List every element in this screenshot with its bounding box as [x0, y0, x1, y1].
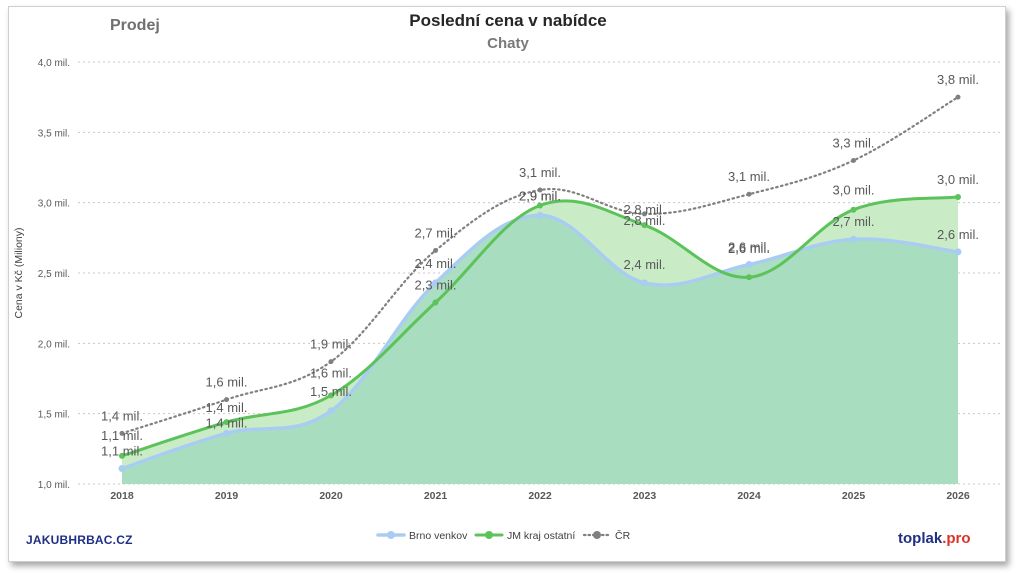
data-point-cr	[851, 157, 856, 163]
data-label-brno-venkov: 2,9 mil.	[519, 188, 561, 203]
x-tick-label: 2022	[528, 490, 552, 502]
brand-main: toplak	[898, 530, 943, 547]
y-tick-label: 4,0 mil.	[38, 58, 70, 69]
brand-suffix: .pro	[942, 530, 971, 547]
data-point-jm-kraj-ostatni	[850, 206, 857, 213]
data-point-jm-kraj-ostatni	[641, 222, 648, 229]
data-label-cr: 1,4 mil.	[101, 408, 143, 423]
data-point-brno-venkov	[118, 465, 126, 473]
series-line-brno-venkov	[121, 213, 959, 471]
data-point-brno-venkov	[954, 248, 962, 256]
data-point-jm-kraj-ostatni	[223, 419, 230, 426]
data-label-cr: 3,8 mil.	[937, 72, 979, 87]
data-point-brno-venkov	[223, 429, 230, 437]
chart-title: Poslední cena v nabídce	[409, 11, 607, 30]
y-tick-label: 2,5 mil.	[38, 269, 70, 280]
data-point-jm-kraj-ostatni	[955, 194, 961, 201]
data-label-brno-venkov: 1,5 mil.	[310, 384, 352, 399]
data-point-jm-kraj-ostatni	[537, 202, 543, 209]
footer-website: JAKUBHRBAC.CZ	[26, 533, 133, 547]
data-label-jm-kraj-ostatni: 3,0 mil.	[833, 183, 875, 198]
data-label-brno-venkov: 2,6 mil.	[937, 227, 979, 242]
data-point-cr	[328, 359, 334, 365]
data-label-brno-venkov: 2,6 mil.	[728, 240, 770, 255]
brand-logo: toplak.pro	[898, 530, 971, 547]
data-point-brno-venkov	[641, 279, 648, 287]
data-point-cr	[224, 397, 229, 403]
data-point-cr	[642, 211, 647, 217]
data-point-cr	[537, 187, 543, 193]
axis-layer: 1,0 mil. 1,5 mil. 2,0 mil. 2,5 mil. 3,0 mil.…	[13, 58, 970, 502]
data-label-jm-kraj-ostatni: 1,1 mil.	[101, 428, 143, 443]
label-layer: 1,1 mil. 1,4 mil. 1,5 mil. 2,4 mil. 2,9 mil.…	[101, 72, 979, 458]
chart-subtitle: Chaty	[487, 35, 529, 52]
data-label-brno-venkov: 2,4 mil.	[415, 256, 457, 271]
data-label-brno-venkov: 2,4 mil.	[624, 257, 666, 272]
data-point-brno-venkov	[745, 261, 753, 269]
legend-item-cr-label: ČR	[615, 529, 631, 542]
data-point-cr	[746, 191, 752, 197]
data-point-brno-venkov	[432, 279, 439, 287]
data-point-brno-venkov	[850, 235, 857, 243]
x-tick-label: 2025	[842, 490, 866, 502]
data-label-jm-kraj-ostatni: 1,4 mil.	[206, 400, 248, 415]
data-label-cr: 1,6 mil.	[206, 375, 248, 390]
legend: Brno venkov JM kraj ostatní ČR	[376, 529, 631, 542]
y-tick-label: 1,0 mil.	[38, 480, 70, 491]
x-tick-label: 2020	[319, 490, 343, 502]
x-tick-label: 2019	[215, 490, 239, 502]
data-label-jm-kraj-ostatni: 2,8 mil.	[624, 213, 666, 228]
x-tick-label: 2024	[737, 490, 761, 502]
data-label-cr: 1,9 mil.	[310, 337, 352, 352]
data-label-cr: 3,1 mil.	[519, 165, 561, 180]
legend-item-jm-kraj-ostatni-label: JM kraj ostatní	[507, 530, 575, 542]
y-axis-label: Cena v Kč (Miliony)	[13, 227, 25, 318]
data-label-jm-kraj-ostatni: 3,0 mil.	[937, 172, 979, 187]
brno-area-fill	[122, 215, 958, 484]
legend-item-brno-venkov-label: Brno venkov	[409, 530, 468, 542]
data-point-jm-kraj-ostatni	[746, 274, 752, 281]
corner-label: Prodej	[110, 17, 160, 34]
x-tick-label: 2023	[633, 490, 657, 502]
data-point-brno-venkov	[327, 407, 335, 415]
data-label-brno-venkov: 2,7 mil.	[833, 214, 875, 229]
data-label-cr: 2,8 mil.	[624, 202, 666, 217]
y-tick-label: 3,5 mil.	[38, 128, 70, 139]
data-point-brno-venkov	[536, 211, 544, 219]
data-label-cr: 3,3 mil.	[833, 135, 875, 150]
data-label-brno-venkov: 1,1 mil.	[101, 444, 143, 459]
y-tick-label: 2,0 mil.	[38, 339, 70, 350]
x-tick-label: 2026	[946, 490, 970, 502]
legend-item-cr-marker	[593, 531, 601, 539]
data-point-cr	[119, 430, 125, 436]
data-label-brno-venkov: 1,4 mil.	[206, 415, 248, 430]
data-point-jm-kraj-ostatni	[328, 392, 334, 399]
data-point-cr	[955, 94, 961, 100]
legend-item-jm-kraj-ostatni-marker	[485, 531, 493, 539]
x-tick-label: 2018	[110, 490, 134, 502]
data-label-cr: 2,7 mil.	[415, 225, 457, 240]
data-point-jm-kraj-ostatni	[432, 299, 439, 306]
x-tick-label: 2021	[424, 490, 448, 502]
data-label-jm-kraj-ostatni: 1,6 mil.	[310, 365, 352, 380]
y-tick-label: 3,0 mil.	[38, 199, 70, 210]
legend-item-brno-venkov-marker	[387, 531, 395, 539]
data-point-cr	[433, 247, 438, 253]
y-tick-label: 1,5 mil.	[38, 410, 70, 421]
point-layer	[118, 94, 962, 473]
data-label-jm-kraj-ostatni: 2,3 mil.	[415, 278, 457, 293]
data-point-jm-kraj-ostatni	[119, 452, 125, 459]
data-label-cr: 3,1 mil.	[728, 169, 770, 184]
data-label-jm-kraj-ostatni: 2,9 mil.	[519, 188, 561, 203]
data-label-jm-kraj-ostatni: 2,6 mil.	[728, 241, 770, 256]
